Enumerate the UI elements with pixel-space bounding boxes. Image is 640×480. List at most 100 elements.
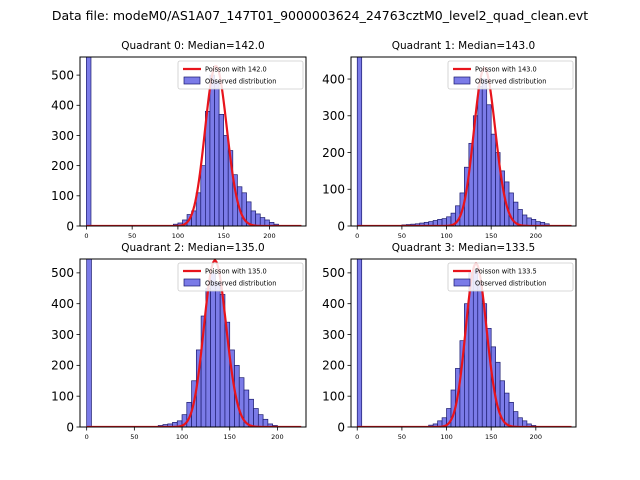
legend-observed-label: Observed distribution xyxy=(205,280,276,288)
quadrant-1-axes-frame xyxy=(350,56,577,227)
quadrant-0-axes-frame xyxy=(79,56,307,227)
y-tick-label: 200 xyxy=(322,146,345,160)
y-tick-label: 200 xyxy=(322,359,345,373)
y-tick-label: 0 xyxy=(337,420,345,434)
legend-poisson-label: Poisson with 133.5 xyxy=(475,268,537,276)
histogram-bar xyxy=(209,74,215,226)
quadrant-1-legend: Poisson with 143.0 Observed distribution xyxy=(447,60,574,90)
quadrant-0-legend: Poisson with 142.0 Observed distribution xyxy=(177,60,304,90)
legend-box xyxy=(177,60,304,90)
y-tick-label: 400 xyxy=(322,72,345,86)
histogram-bar xyxy=(513,411,519,427)
histogram-bar xyxy=(472,269,479,427)
histogram-bar xyxy=(262,418,269,427)
y-tick-label: 0 xyxy=(66,420,74,434)
x-tick-label: 0 xyxy=(355,232,359,240)
histogram-bar xyxy=(486,104,492,226)
legend-box xyxy=(447,60,574,90)
y-tick-label: 300 xyxy=(322,328,345,342)
legend-observed-swatch xyxy=(453,278,471,287)
histogram-bar xyxy=(259,217,266,226)
poisson-curve xyxy=(86,64,302,226)
histogram-bar xyxy=(214,80,220,226)
y-tick-label: 0 xyxy=(337,219,345,233)
quadrant-3-panel: Quadrant 3: Median=133.5 0 50 100 150 200 0 100… xyxy=(322,242,577,441)
histogram-bar xyxy=(86,57,92,226)
y-tick-label: 100 xyxy=(322,389,345,403)
x-tick-label: 200 xyxy=(271,433,283,441)
histogram-bar xyxy=(477,281,483,427)
x-tick-label: 200 xyxy=(530,232,542,240)
x-tick-label: 0 xyxy=(355,433,359,441)
x-tick-label: 150 xyxy=(224,433,236,441)
x-tick-label: 50 xyxy=(398,433,406,441)
legend-box xyxy=(447,262,574,292)
y-tick-label: 400 xyxy=(322,297,345,311)
histogram-bar xyxy=(544,223,550,226)
y-tick-label: 500 xyxy=(51,266,74,280)
quadrant-1-title: Quadrant 1: Median=143.0 xyxy=(392,40,535,52)
poisson-curve xyxy=(357,262,572,427)
y-tick-label: 200 xyxy=(51,359,74,373)
quadrant-0-panel: Quadrant 0: Median=142.0 0 50 100 150 200 0 100… xyxy=(51,40,307,240)
legend-observed-swatch xyxy=(183,76,201,85)
legend-poisson-label: Poisson with 143.0 xyxy=(475,66,537,74)
legend-box xyxy=(177,262,304,292)
quadrant-2-title: Quadrant 2: Median=135.0 xyxy=(121,242,264,254)
quadrant-2-legend: Poisson with 135.0 Observed distribution xyxy=(177,262,304,292)
x-tick-label: 150 xyxy=(217,232,229,240)
histogram-bar xyxy=(356,259,363,427)
x-tick-label: 150 xyxy=(485,232,497,240)
y-tick-label: 400 xyxy=(51,297,74,311)
histogram-bar xyxy=(517,417,523,427)
histogram-bar xyxy=(477,86,483,226)
histogram-bar xyxy=(250,210,257,226)
quadrant-3-legend: Poisson with 133.5 Observed distribution xyxy=(447,262,574,292)
legend-observed-swatch xyxy=(183,278,201,287)
quadrant-3-title: Quadrant 3: Median=133.5 xyxy=(392,242,535,254)
histogram-bar xyxy=(522,214,528,226)
quadrant-0-title: Quadrant 0: Median=142.0 xyxy=(121,40,264,52)
figure-title: Data file: modeM0/AS1A07_147T01_90000036… xyxy=(52,8,588,23)
histogram-bar xyxy=(481,78,488,226)
histogram-bar xyxy=(215,281,221,427)
legend-observed-label: Observed distribution xyxy=(475,78,546,86)
y-tick-label: 100 xyxy=(322,183,345,197)
histogram-bar xyxy=(86,259,92,427)
y-tick-label: 100 xyxy=(51,389,74,403)
legend-observed-label: Observed distribution xyxy=(205,78,276,86)
y-tick-label: 300 xyxy=(51,129,74,143)
y-tick-label: 500 xyxy=(322,266,345,280)
histogram-bar xyxy=(356,57,363,226)
quadrant-3-bars xyxy=(356,259,537,427)
y-tick-label: 0 xyxy=(66,219,74,233)
quadrant-2-panel: Quadrant 2: Median=135.0 0 50 100 150 200 0 100… xyxy=(51,242,307,441)
poisson-curve xyxy=(357,66,572,226)
histogram-bar xyxy=(210,272,216,427)
x-tick-label: 150 xyxy=(485,433,497,441)
histogram-bar xyxy=(200,165,206,226)
x-tick-label: 200 xyxy=(530,433,542,441)
x-tick-label: 100 xyxy=(172,232,184,240)
histogram-bar xyxy=(257,414,264,427)
x-tick-label: 50 xyxy=(130,433,138,441)
x-tick-label: 0 xyxy=(85,433,89,441)
quadrant-3-axes-frame xyxy=(350,258,577,428)
histogram-bar xyxy=(490,133,496,226)
histogram-bar xyxy=(223,135,229,226)
legend-observed-label: Observed distribution xyxy=(475,280,546,288)
y-tick-label: 500 xyxy=(51,68,74,82)
y-tick-label: 300 xyxy=(51,328,74,342)
histogram-bar xyxy=(248,398,254,427)
x-tick-label: 200 xyxy=(263,232,275,240)
y-tick-label: 300 xyxy=(322,109,345,123)
x-tick-label: 100 xyxy=(440,433,452,441)
quadrant-panels: Quadrant 0: Median=142.0 0 50 100 150 200 0 100… xyxy=(51,40,577,441)
legend-poisson-label: Poisson with 135.0 xyxy=(205,268,267,276)
histogram-bar xyxy=(495,361,501,427)
histogram-bar xyxy=(253,408,259,427)
y-tick-label: 100 xyxy=(51,189,74,203)
histogram-bar xyxy=(526,217,532,226)
histogram-bar xyxy=(255,213,261,226)
